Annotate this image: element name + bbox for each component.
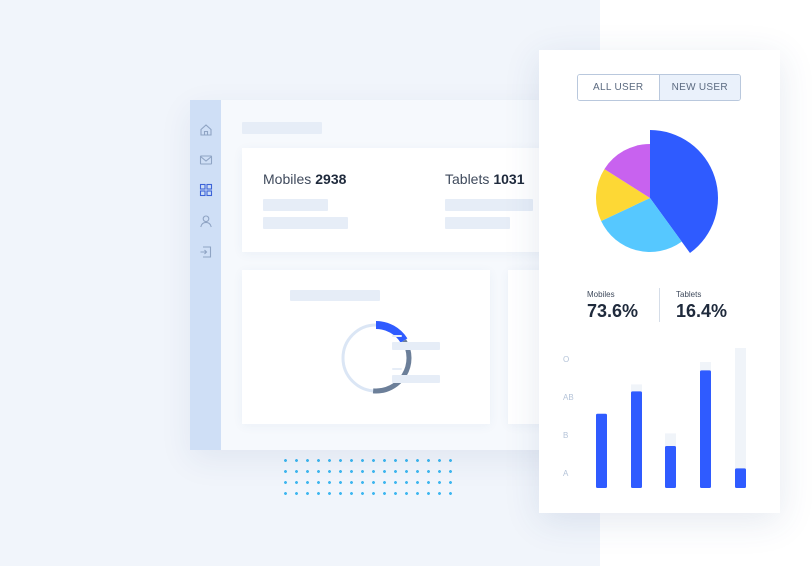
grid-icon[interactable] [198, 182, 213, 197]
title-placeholder [290, 290, 380, 301]
summary-mobiles-label: Mobiles [587, 290, 615, 299]
pie-chart [596, 130, 718, 254]
stat-mobiles: Mobiles 2938 [263, 171, 346, 187]
y-axis-label: B [563, 431, 568, 440]
text-placeholder [263, 199, 328, 211]
user-filter-toggle: ALL USER NEW USER [577, 74, 741, 101]
text-placeholder [445, 217, 510, 229]
analytics-card: ALL USER NEW USER Mobiles 73.6% Tablets … [539, 50, 780, 513]
y-axis-label: A [563, 469, 569, 478]
pie-slice-cyan [601, 198, 682, 252]
stat-tablets-value: 1031 [493, 171, 525, 187]
user-icon[interactable] [198, 213, 213, 228]
bar [700, 370, 711, 488]
donut-segment-highlight [375, 321, 408, 343]
legend-tick [392, 335, 402, 337]
home-icon[interactable] [198, 122, 213, 137]
text-placeholder [445, 199, 533, 211]
summary-divider [659, 288, 660, 322]
stats-card: Mobiles 2938 Tablets 1031 [242, 148, 552, 252]
donut-chart [341, 321, 412, 394]
stat-mobiles-label: Mobiles [263, 171, 312, 187]
bar [665, 446, 676, 488]
bar-track [735, 348, 746, 488]
tab-new-user[interactable]: NEW USER [658, 75, 740, 100]
legend-placeholder [392, 342, 440, 350]
mail-icon[interactable] [198, 152, 213, 167]
stat-mobiles-value: 2938 [315, 171, 347, 187]
dot-pattern [280, 455, 460, 500]
sidebar [190, 100, 221, 450]
legend-tick [392, 368, 402, 370]
summary-tablets: Tablets 16.4% [676, 290, 727, 322]
tab-all-user[interactable]: ALL USER [578, 75, 659, 100]
bar [596, 413, 607, 488]
text-placeholder [263, 217, 348, 229]
summary-mobiles: Mobiles 73.6% [587, 290, 638, 322]
logout-icon[interactable] [198, 244, 213, 259]
bar-chart: O AB B A [563, 348, 746, 488]
pie-slice-blue [650, 130, 718, 254]
legend-placeholder [392, 375, 440, 383]
y-axis-label: O [563, 355, 569, 364]
donut-card [242, 270, 490, 424]
bar [631, 391, 642, 488]
summary-tablets-value: 16.4% [676, 301, 728, 321]
stat-tablets: Tablets 1031 [445, 171, 525, 187]
pie-slice-yellow [596, 169, 650, 221]
bar [735, 468, 746, 488]
dashboard-window: Mobiles 2938 Tablets 1031 [190, 100, 570, 450]
header-placeholder [242, 122, 322, 134]
stat-tablets-label: Tablets [445, 171, 490, 187]
summary-mobiles-value: 73.6% [587, 301, 639, 321]
summary-tablets-label: Tablets [676, 290, 702, 299]
y-axis-label: AB [563, 393, 574, 402]
pie-slice-purple [604, 144, 650, 198]
